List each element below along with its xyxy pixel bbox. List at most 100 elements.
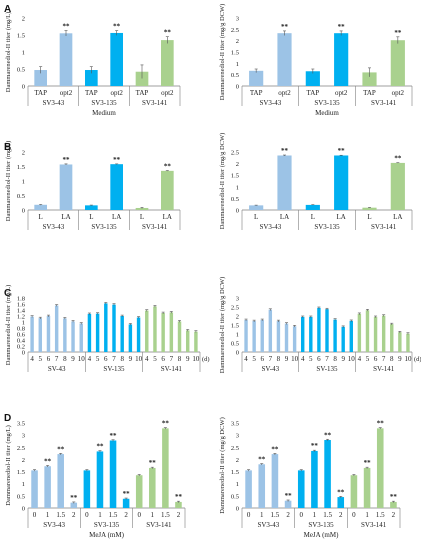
x-tick-label: 10 bbox=[291, 355, 299, 363]
y-tick-label: 0.2 bbox=[17, 344, 25, 351]
y-tick-label: 3.5 bbox=[231, 421, 239, 428]
bar bbox=[390, 501, 397, 508]
x-tick-label: 7 bbox=[55, 355, 59, 363]
significance-label: ** bbox=[337, 488, 345, 496]
bar bbox=[59, 164, 73, 210]
x-tick-label: 7 bbox=[325, 355, 329, 363]
x-tick-label: 4 bbox=[88, 355, 92, 363]
y-tick-label: 1.8 bbox=[17, 296, 25, 303]
x-tick-label: 9 bbox=[186, 355, 190, 363]
group-label: SV-135 bbox=[316, 365, 338, 373]
group-label: SV3-141 bbox=[371, 223, 397, 231]
y-tick-label: 1 bbox=[22, 179, 25, 186]
x-tick-label: TAP bbox=[136, 89, 149, 97]
chart-d-left: 0 0.5 1 1.5 2 2.5 3 3.5 Dammarenediol-II titer (… bbox=[5, 420, 186, 539]
x-axis-label: MeJA (mM) bbox=[304, 531, 339, 539]
bar bbox=[284, 323, 289, 352]
group-label: SV3-135 bbox=[94, 521, 120, 529]
y-tick-label: 1.5 bbox=[231, 469, 239, 476]
x-tick-label: LA bbox=[163, 213, 172, 221]
significance-label: ** bbox=[162, 420, 170, 428]
x-tick-label: 4 bbox=[358, 355, 362, 363]
y-tick-label: 3 bbox=[22, 433, 25, 440]
panel-letter-c: C bbox=[4, 288, 11, 299]
y-tick-label: 0 bbox=[236, 84, 239, 91]
significance-label: ** bbox=[70, 494, 78, 502]
bar bbox=[390, 40, 405, 86]
x-tick-label: TAP bbox=[363, 89, 376, 97]
significance-label: ** bbox=[311, 442, 319, 450]
bar bbox=[59, 33, 73, 86]
panel-letter-b: B bbox=[4, 142, 11, 153]
x-tick-label: 1.5 bbox=[56, 511, 65, 519]
x-tick-label: 5 bbox=[96, 355, 100, 363]
bar bbox=[34, 204, 47, 210]
y-tick-label: 0.5 bbox=[17, 493, 25, 500]
group-label: SV3-43 bbox=[259, 223, 281, 231]
bar bbox=[70, 502, 78, 508]
chart-b-right: 0 0.5 1 1.5 2 2.5 Dammarenediol-II titer (mg/g… bbox=[219, 133, 413, 231]
significance-label: ** bbox=[113, 156, 121, 164]
bar bbox=[185, 330, 190, 352]
y-tick-label: 2.5 bbox=[231, 305, 239, 312]
bar bbox=[153, 306, 157, 352]
x-tick-label: 5 bbox=[309, 355, 313, 363]
y-tick-label: 0 bbox=[22, 350, 25, 357]
x-axis-label: Medium bbox=[92, 109, 116, 117]
y-tick-label: 2 bbox=[22, 457, 25, 464]
bar bbox=[122, 498, 130, 508]
chart-a-right: 0 0.5 1 1.5 2 2.5 3 Dammarenediol-II titer (mg/… bbox=[219, 4, 413, 117]
bar bbox=[301, 316, 305, 352]
bar bbox=[357, 313, 362, 352]
bar bbox=[252, 321, 256, 352]
x-tick-label: TAP bbox=[85, 89, 98, 97]
bar bbox=[317, 307, 321, 352]
significance-label: ** bbox=[123, 490, 131, 498]
x-tick-label: L bbox=[367, 213, 371, 221]
group-label: SV3-135 bbox=[91, 99, 117, 107]
x-tick-label: 1 bbox=[260, 511, 264, 519]
bar bbox=[120, 316, 124, 352]
y-axis-label: Dammarenediol-II titer (mg/g DCW) bbox=[219, 4, 226, 101]
x-tick-label: 2 bbox=[392, 511, 396, 519]
group-label: SV3-43 bbox=[42, 99, 64, 107]
chart-c-left: 00.20.40.60.811.21.41.61.8 Dammarenediol-… bbox=[5, 285, 210, 373]
group-label: SV-43 bbox=[262, 365, 280, 373]
y-axis-label: Dammarenediol-II titer (mg/L) bbox=[5, 425, 12, 506]
group-label: SV3-43 bbox=[259, 99, 281, 107]
group-label: SV3-135 bbox=[91, 223, 117, 231]
y-axis-label: Dammarenediol-II titer (mg/L) bbox=[5, 12, 12, 93]
group-label: SV3-43 bbox=[43, 521, 65, 529]
x-tick-label: L bbox=[89, 213, 93, 221]
group-label: SV-141 bbox=[161, 365, 183, 373]
x-axis-label: MeJA (mM) bbox=[89, 531, 124, 539]
group-label: SV-43 bbox=[48, 365, 66, 373]
bar bbox=[87, 313, 92, 352]
y-tick-label: 0.4 bbox=[17, 338, 26, 345]
x-unit-label: (d) bbox=[414, 356, 421, 363]
significance-label: ** bbox=[57, 445, 65, 453]
bar bbox=[365, 310, 370, 352]
bar bbox=[135, 207, 149, 210]
bar bbox=[112, 304, 116, 352]
x-tick-label: 2 bbox=[72, 511, 76, 519]
y-tick-label: 0.5 bbox=[17, 67, 25, 74]
x-tick-label: L bbox=[39, 213, 43, 221]
x-tick-label: 0 bbox=[352, 511, 356, 519]
bar bbox=[31, 470, 38, 508]
group-label: SV3-135 bbox=[308, 521, 334, 529]
bar bbox=[244, 319, 248, 352]
x-tick-label: 7 bbox=[382, 355, 386, 363]
x-tick-label: 1.5 bbox=[323, 511, 332, 519]
y-tick-label: 0.5 bbox=[231, 341, 239, 348]
bar bbox=[277, 33, 292, 86]
y-tick-label: 2.5 bbox=[231, 27, 239, 34]
bar bbox=[337, 497, 345, 508]
significance-label: ** bbox=[394, 29, 402, 37]
bar bbox=[349, 320, 353, 352]
significance-label: ** bbox=[113, 23, 121, 31]
bar bbox=[268, 309, 273, 352]
bar bbox=[128, 324, 133, 352]
y-tick-label: 2 bbox=[236, 161, 239, 168]
x-tick-label: LA bbox=[336, 213, 345, 221]
